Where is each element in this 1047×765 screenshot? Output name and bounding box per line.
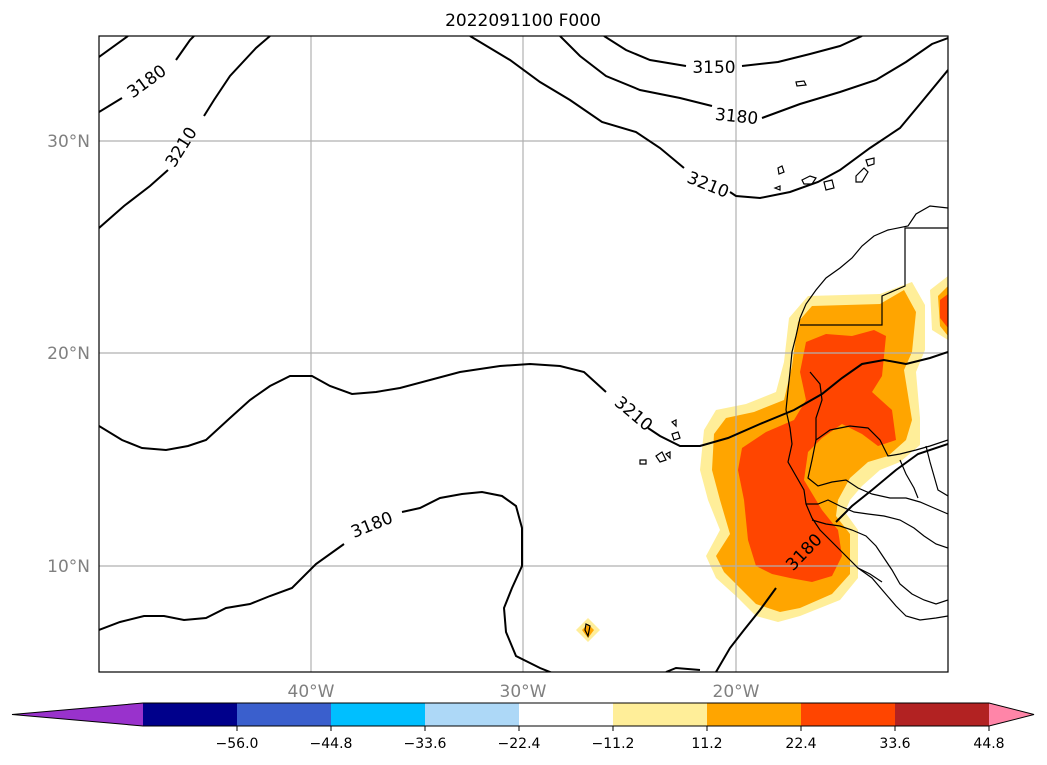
colorbar-segment xyxy=(707,703,802,726)
colorbar-outline xyxy=(11,702,1035,727)
longitude-labels: 40°W 30°W 20°W xyxy=(288,682,760,702)
lat-label-20n: 20°N xyxy=(47,344,90,364)
colorbar-segment xyxy=(425,703,520,726)
colorbar-segment xyxy=(613,703,708,726)
contour-label: 3150 xyxy=(692,58,735,78)
gridlines xyxy=(99,36,948,672)
coastlines xyxy=(584,80,948,638)
colorbar-tick-label: 22.4 xyxy=(785,736,816,752)
colorbar-tick-label: −33.6 xyxy=(404,736,447,752)
map-area: 3150 3180 3180 3210 3210 3210 3180 3180 xyxy=(99,36,948,672)
anomaly-shading xyxy=(576,276,948,642)
map-title: 2022091100 F000 xyxy=(445,11,601,31)
latitude-labels: 30°N 20°N 10°N xyxy=(47,132,90,577)
colorbar-extend-low xyxy=(12,703,143,726)
colorbar-tick-label: −56.0 xyxy=(216,736,259,752)
lon-label-30w: 30°W xyxy=(500,682,547,702)
colorbar-segment xyxy=(519,703,614,726)
colorbar-tick-label: 33.6 xyxy=(879,736,910,752)
lat-label-30n: 30°N xyxy=(47,132,90,152)
colorbar-tick-label: −11.2 xyxy=(592,736,635,752)
colorbar-segment xyxy=(143,703,238,726)
colorbar-extend-high xyxy=(989,703,1034,726)
colorbar-tick-label: −22.4 xyxy=(498,736,541,752)
lon-label-40w: 40°W xyxy=(288,682,335,702)
contour-label: 3180 xyxy=(348,508,396,543)
colorbar-tick-label: 44.8 xyxy=(973,736,1004,752)
contour-label: 3210 xyxy=(684,168,732,203)
colorbar-segment xyxy=(801,703,896,726)
colorbar-segment xyxy=(895,703,990,726)
colorbar-segment xyxy=(237,703,332,726)
colorbar: −56.0 −44.8 −33.6 −22.4 −11.2 11.2 22.4 33.6 44.… xyxy=(11,702,1035,752)
colorbar-tick-label: 11.2 xyxy=(691,736,722,752)
height-contours xyxy=(99,36,948,672)
contour-label: 3180 xyxy=(124,61,171,103)
lat-label-10n: 10°N xyxy=(47,557,90,577)
colorbar-tick-label: −44.8 xyxy=(310,736,353,752)
colorbar-segment xyxy=(331,703,426,726)
contour-label: 3180 xyxy=(714,105,759,129)
lon-label-20w: 20°W xyxy=(713,682,760,702)
map-frame xyxy=(98,35,949,673)
contour-label: 3210 xyxy=(162,124,202,171)
